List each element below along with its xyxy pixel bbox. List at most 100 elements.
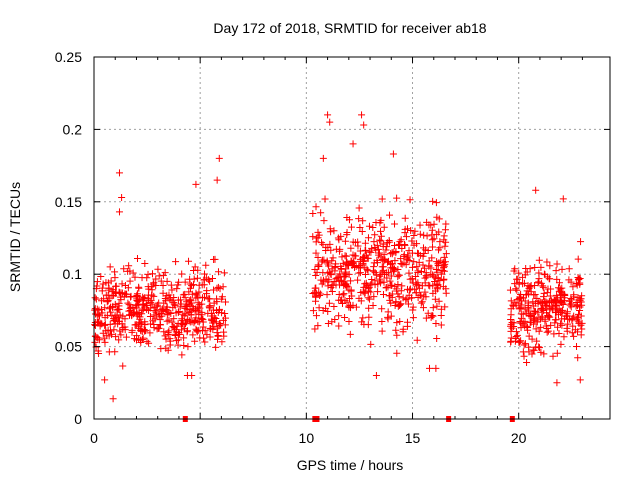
data-point	[190, 275, 198, 283]
data-point	[400, 252, 408, 260]
data-point	[140, 295, 148, 303]
data-point	[312, 238, 320, 246]
data-point	[184, 343, 192, 351]
data-point	[359, 260, 367, 268]
data-point	[406, 196, 414, 204]
data-point	[358, 227, 366, 235]
data-point	[535, 297, 543, 305]
data-point	[434, 262, 442, 270]
data-point	[153, 325, 161, 333]
data-point	[208, 312, 216, 320]
data-point	[336, 245, 344, 253]
data-point	[558, 265, 566, 273]
data-point	[523, 322, 531, 330]
data-point	[312, 272, 320, 280]
data-point	[157, 277, 165, 285]
data-point	[216, 285, 224, 293]
data-point	[319, 154, 327, 162]
data-point	[506, 286, 514, 294]
data-point	[362, 246, 370, 254]
data-point	[531, 264, 539, 272]
data-point	[219, 283, 227, 291]
data-point	[356, 269, 364, 277]
data-point	[378, 305, 386, 313]
data-point	[360, 121, 368, 129]
data-point	[577, 312, 585, 320]
data-point	[105, 332, 113, 340]
data-point	[571, 326, 579, 334]
data-point	[203, 287, 211, 295]
data-point	[401, 214, 409, 222]
data-point	[184, 316, 192, 324]
data-point	[547, 321, 555, 329]
data-point	[315, 263, 323, 271]
data-point	[163, 277, 171, 285]
data-point	[193, 274, 201, 282]
data-point	[114, 305, 122, 313]
data-point	[553, 260, 561, 268]
data-point	[415, 284, 423, 292]
data-point	[432, 320, 440, 328]
data-point	[91, 338, 99, 346]
data-point	[365, 222, 373, 230]
data-point	[377, 227, 385, 235]
data-point	[440, 232, 448, 240]
data-point	[220, 269, 228, 277]
data-point	[391, 265, 399, 273]
data-point	[95, 310, 103, 318]
data-point	[577, 331, 585, 339]
data-point	[543, 325, 551, 333]
data-point	[421, 274, 429, 282]
data-point	[189, 331, 197, 339]
data-point	[557, 340, 565, 348]
data-point	[91, 294, 99, 302]
data-point	[127, 292, 135, 300]
data-point	[337, 296, 345, 304]
data-point	[371, 244, 379, 252]
data-point	[374, 288, 382, 296]
data-point	[512, 334, 520, 342]
data-point	[365, 248, 373, 256]
data-point	[98, 309, 106, 317]
data-point	[513, 331, 521, 339]
data-point	[384, 308, 392, 316]
data-point	[578, 301, 586, 309]
data-point	[386, 277, 394, 285]
data-point	[94, 347, 102, 355]
data-point	[393, 349, 401, 357]
data-point	[393, 331, 401, 339]
data-point	[98, 284, 106, 292]
x-tick-label: 5	[196, 430, 204, 446]
data-point	[352, 252, 360, 260]
data-point	[200, 293, 208, 301]
data-point	[138, 307, 146, 315]
data-point	[564, 315, 572, 323]
data-point	[552, 267, 560, 275]
data-point	[415, 258, 423, 266]
data-point	[111, 300, 119, 308]
data-point	[336, 270, 344, 278]
data-point	[110, 326, 118, 334]
data-point	[128, 328, 136, 336]
data-point	[430, 220, 438, 228]
data-point	[549, 352, 557, 360]
data-point	[420, 231, 428, 239]
data-point	[524, 324, 532, 332]
data-point	[391, 257, 399, 265]
data-point	[515, 279, 523, 287]
data-point	[115, 169, 123, 177]
data-point	[526, 283, 534, 291]
data-point	[391, 220, 399, 228]
data-point	[575, 275, 583, 283]
data-point	[367, 248, 375, 256]
data-point	[525, 332, 533, 340]
data-point	[121, 290, 129, 298]
y-tick-label: 0.1	[63, 266, 83, 282]
data-point	[139, 293, 147, 301]
data-point	[210, 299, 218, 307]
data-point	[432, 364, 440, 372]
data-point	[553, 306, 561, 314]
data-point	[513, 286, 521, 294]
data-point	[574, 354, 582, 362]
data-point	[547, 285, 555, 293]
